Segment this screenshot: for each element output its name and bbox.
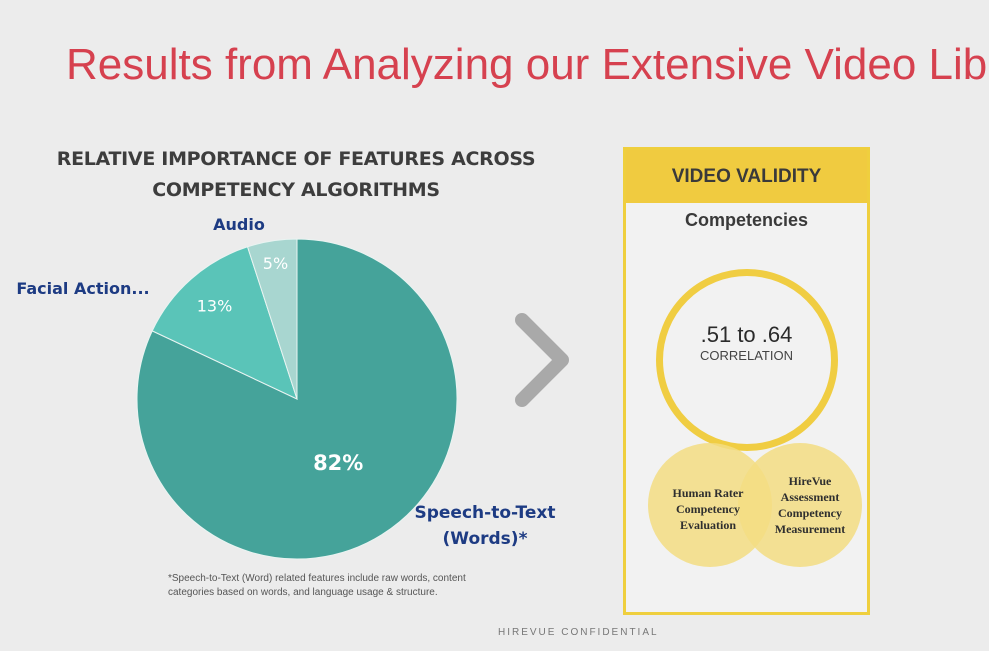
pie-slice-value-1: 13% xyxy=(197,296,233,315)
chart-footnote: *Speech-to-Text (Word) related features … xyxy=(168,572,548,600)
chart-title: RELATIVE IMPORTANCE OF FEATURES ACROSS C… xyxy=(20,144,572,206)
venn-right-circle xyxy=(738,443,862,567)
pie-slice-2 xyxy=(246,238,298,400)
video-validity-panel: VIDEO VALIDITY Competencies .51 to .64 C… xyxy=(623,147,870,615)
venn-left-text: Human Rater Competency Evaluation xyxy=(656,485,760,533)
correlation-circle xyxy=(656,269,838,451)
correlation-value: .51 to .64 xyxy=(700,322,793,347)
chevron-right-icon xyxy=(515,313,569,407)
venn-right-line-4: Measurement xyxy=(774,522,846,536)
pie-slice-label-2: Audio xyxy=(213,215,265,234)
chart-title-line-1: RELATIVE IMPORTANCE OF FEATURES ACROSS xyxy=(56,148,536,170)
confidential-footer: HIREVUE CONFIDENTIAL xyxy=(498,627,659,638)
venn-right-line-1: HireVue xyxy=(788,474,832,488)
pie-slice-label-0: Speech-to-Text (Words)* xyxy=(414,503,555,549)
video-validity-header: VIDEO VALIDITY xyxy=(626,150,867,203)
venn-left-line-2: Competency xyxy=(676,502,740,516)
pie-slice-value-0: 82% xyxy=(313,451,363,475)
competencies-label: Competencies xyxy=(684,210,809,230)
venn-right-line-3: Competency xyxy=(778,506,842,520)
pie-chart: 82% Speech-to-Text (Words)* 13% Facial Actio… xyxy=(16,215,556,560)
venn-left-line-3: Evaluation xyxy=(679,518,736,532)
venn-left-circle xyxy=(648,443,772,567)
pie-slice-value-2: 5% xyxy=(263,254,288,273)
chart-title-line-2: COMPETENCY ALGORITHMS xyxy=(152,179,440,201)
slide-title: Results from Analyzing our Extensive Vid… xyxy=(66,40,989,89)
pie-slice-label-1: Facial Action... xyxy=(16,279,149,298)
correlation-label: CORRELATION xyxy=(700,348,793,363)
venn-left-line-1: Human Rater xyxy=(672,486,744,500)
footnote-line-2: categories based on words, and language … xyxy=(168,587,438,598)
venn-right-text: HireVue Assessment Competency Measuremen… xyxy=(760,473,860,537)
venn-right-line-2: Assessment xyxy=(780,490,840,504)
footnote-line-1: *Speech-to-Text (Word) related features … xyxy=(168,573,466,584)
venn-diagram xyxy=(648,443,862,567)
pie-slice-1 xyxy=(151,246,298,400)
